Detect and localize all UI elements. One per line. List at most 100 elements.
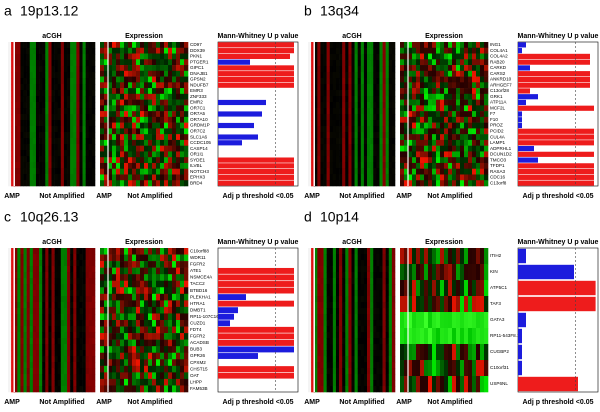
expression-cell <box>156 352 161 360</box>
acgh-cell <box>320 284 324 291</box>
expression-cell <box>480 70 485 77</box>
acgh-cell <box>391 54 396 61</box>
acgh-cell <box>76 126 80 133</box>
acgh-cell <box>332 296 337 303</box>
expression-cell <box>124 47 129 54</box>
expression-cell <box>144 116 149 123</box>
acgh-cell <box>88 72 93 79</box>
acgh-cell <box>385 90 390 97</box>
expression-cell <box>440 157 445 164</box>
acgh-cell <box>42 290 46 297</box>
acgh-cell <box>370 180 374 187</box>
acgh-cell <box>45 72 49 79</box>
expression-cell <box>100 352 105 360</box>
expression-cell <box>172 248 177 255</box>
acgh-cell <box>54 308 59 315</box>
acgh-cell <box>345 60 349 67</box>
expression-cell <box>432 280 437 297</box>
acgh-cell <box>323 114 327 121</box>
acgh-cell <box>314 314 318 321</box>
acgh-cell <box>63 356 68 363</box>
expression-cell <box>176 306 181 314</box>
expression-cell <box>428 128 433 135</box>
expression-cell <box>472 93 477 100</box>
acgh-cell <box>32 42 37 49</box>
expression-cell <box>172 261 177 268</box>
expression-cell <box>184 339 189 347</box>
acgh-cell <box>339 290 343 297</box>
expression-cell <box>168 339 173 347</box>
acgh-cell <box>67 362 71 369</box>
acgh-cell <box>345 120 349 127</box>
expression-cell <box>412 168 417 175</box>
acgh-cell <box>376 132 380 139</box>
acgh-cell <box>323 290 327 297</box>
expression-cell <box>160 274 165 282</box>
expression-cell <box>472 264 477 281</box>
acgh-cell <box>42 78 46 85</box>
acgh-cell <box>314 386 318 393</box>
expression-cell <box>484 180 489 187</box>
acgh-cell <box>348 386 352 393</box>
acgh-cell <box>308 326 312 333</box>
expression-cell <box>164 122 169 129</box>
acgh-cell <box>91 248 96 255</box>
expression-cell <box>484 47 489 54</box>
expression-cell <box>456 376 461 393</box>
expression-cell <box>140 267 145 275</box>
acgh-cell <box>311 84 315 91</box>
acgh-cell <box>39 72 43 79</box>
expression-cell <box>140 65 145 72</box>
acgh-cell <box>332 54 337 61</box>
expression-cell <box>104 88 109 95</box>
expression-cell <box>104 261 109 268</box>
expression-cell <box>124 134 129 141</box>
acgh-cell <box>57 290 62 297</box>
expression-cell <box>164 76 169 83</box>
expression-cell <box>168 76 173 83</box>
acgh-cell <box>308 150 312 157</box>
acgh-cell <box>45 296 49 303</box>
acgh-cell <box>373 60 377 67</box>
acgh-cell <box>373 308 377 315</box>
acgh-cell <box>332 386 337 393</box>
acgh-cell <box>323 320 327 327</box>
threshold-label: Adj p threshold <0.05 <box>223 399 294 406</box>
acgh-cell <box>335 296 340 303</box>
acgh-cell <box>360 54 365 61</box>
expression-cell <box>432 47 437 54</box>
acgh-cell <box>45 114 49 121</box>
acgh-cell <box>79 72 83 79</box>
acgh-cell <box>385 308 390 315</box>
acgh-cell <box>60 162 65 169</box>
acgh-cell <box>63 332 68 339</box>
expression-cell <box>124 42 129 49</box>
expression-cell <box>412 82 417 89</box>
expression-cell <box>484 360 489 377</box>
expression-cell <box>460 116 465 123</box>
acgh-cell <box>20 54 24 61</box>
acgh-cell <box>20 332 24 339</box>
acgh-cell <box>314 326 318 333</box>
acgh-cell <box>42 374 46 381</box>
acgh-cell <box>320 132 324 139</box>
expression-cell <box>172 168 177 175</box>
expression-cell <box>112 248 117 255</box>
acgh-cell <box>32 84 37 91</box>
acgh-cell <box>332 78 337 85</box>
expression-cell <box>104 352 109 360</box>
expression-cell <box>164 326 169 334</box>
acgh-cell <box>85 326 90 333</box>
acgh-cell <box>42 248 46 255</box>
expression-cell <box>112 145 117 152</box>
acgh-cell <box>370 380 374 387</box>
acgh-cell <box>51 174 55 181</box>
acgh-cell <box>11 132 15 139</box>
acgh-cell <box>54 272 59 279</box>
acgh-cell <box>32 126 37 133</box>
expression-cell <box>448 344 453 361</box>
expression-cell <box>468 344 473 361</box>
acgh-cell <box>326 42 331 49</box>
expression-cell <box>116 326 121 334</box>
expression-cell <box>132 116 137 123</box>
